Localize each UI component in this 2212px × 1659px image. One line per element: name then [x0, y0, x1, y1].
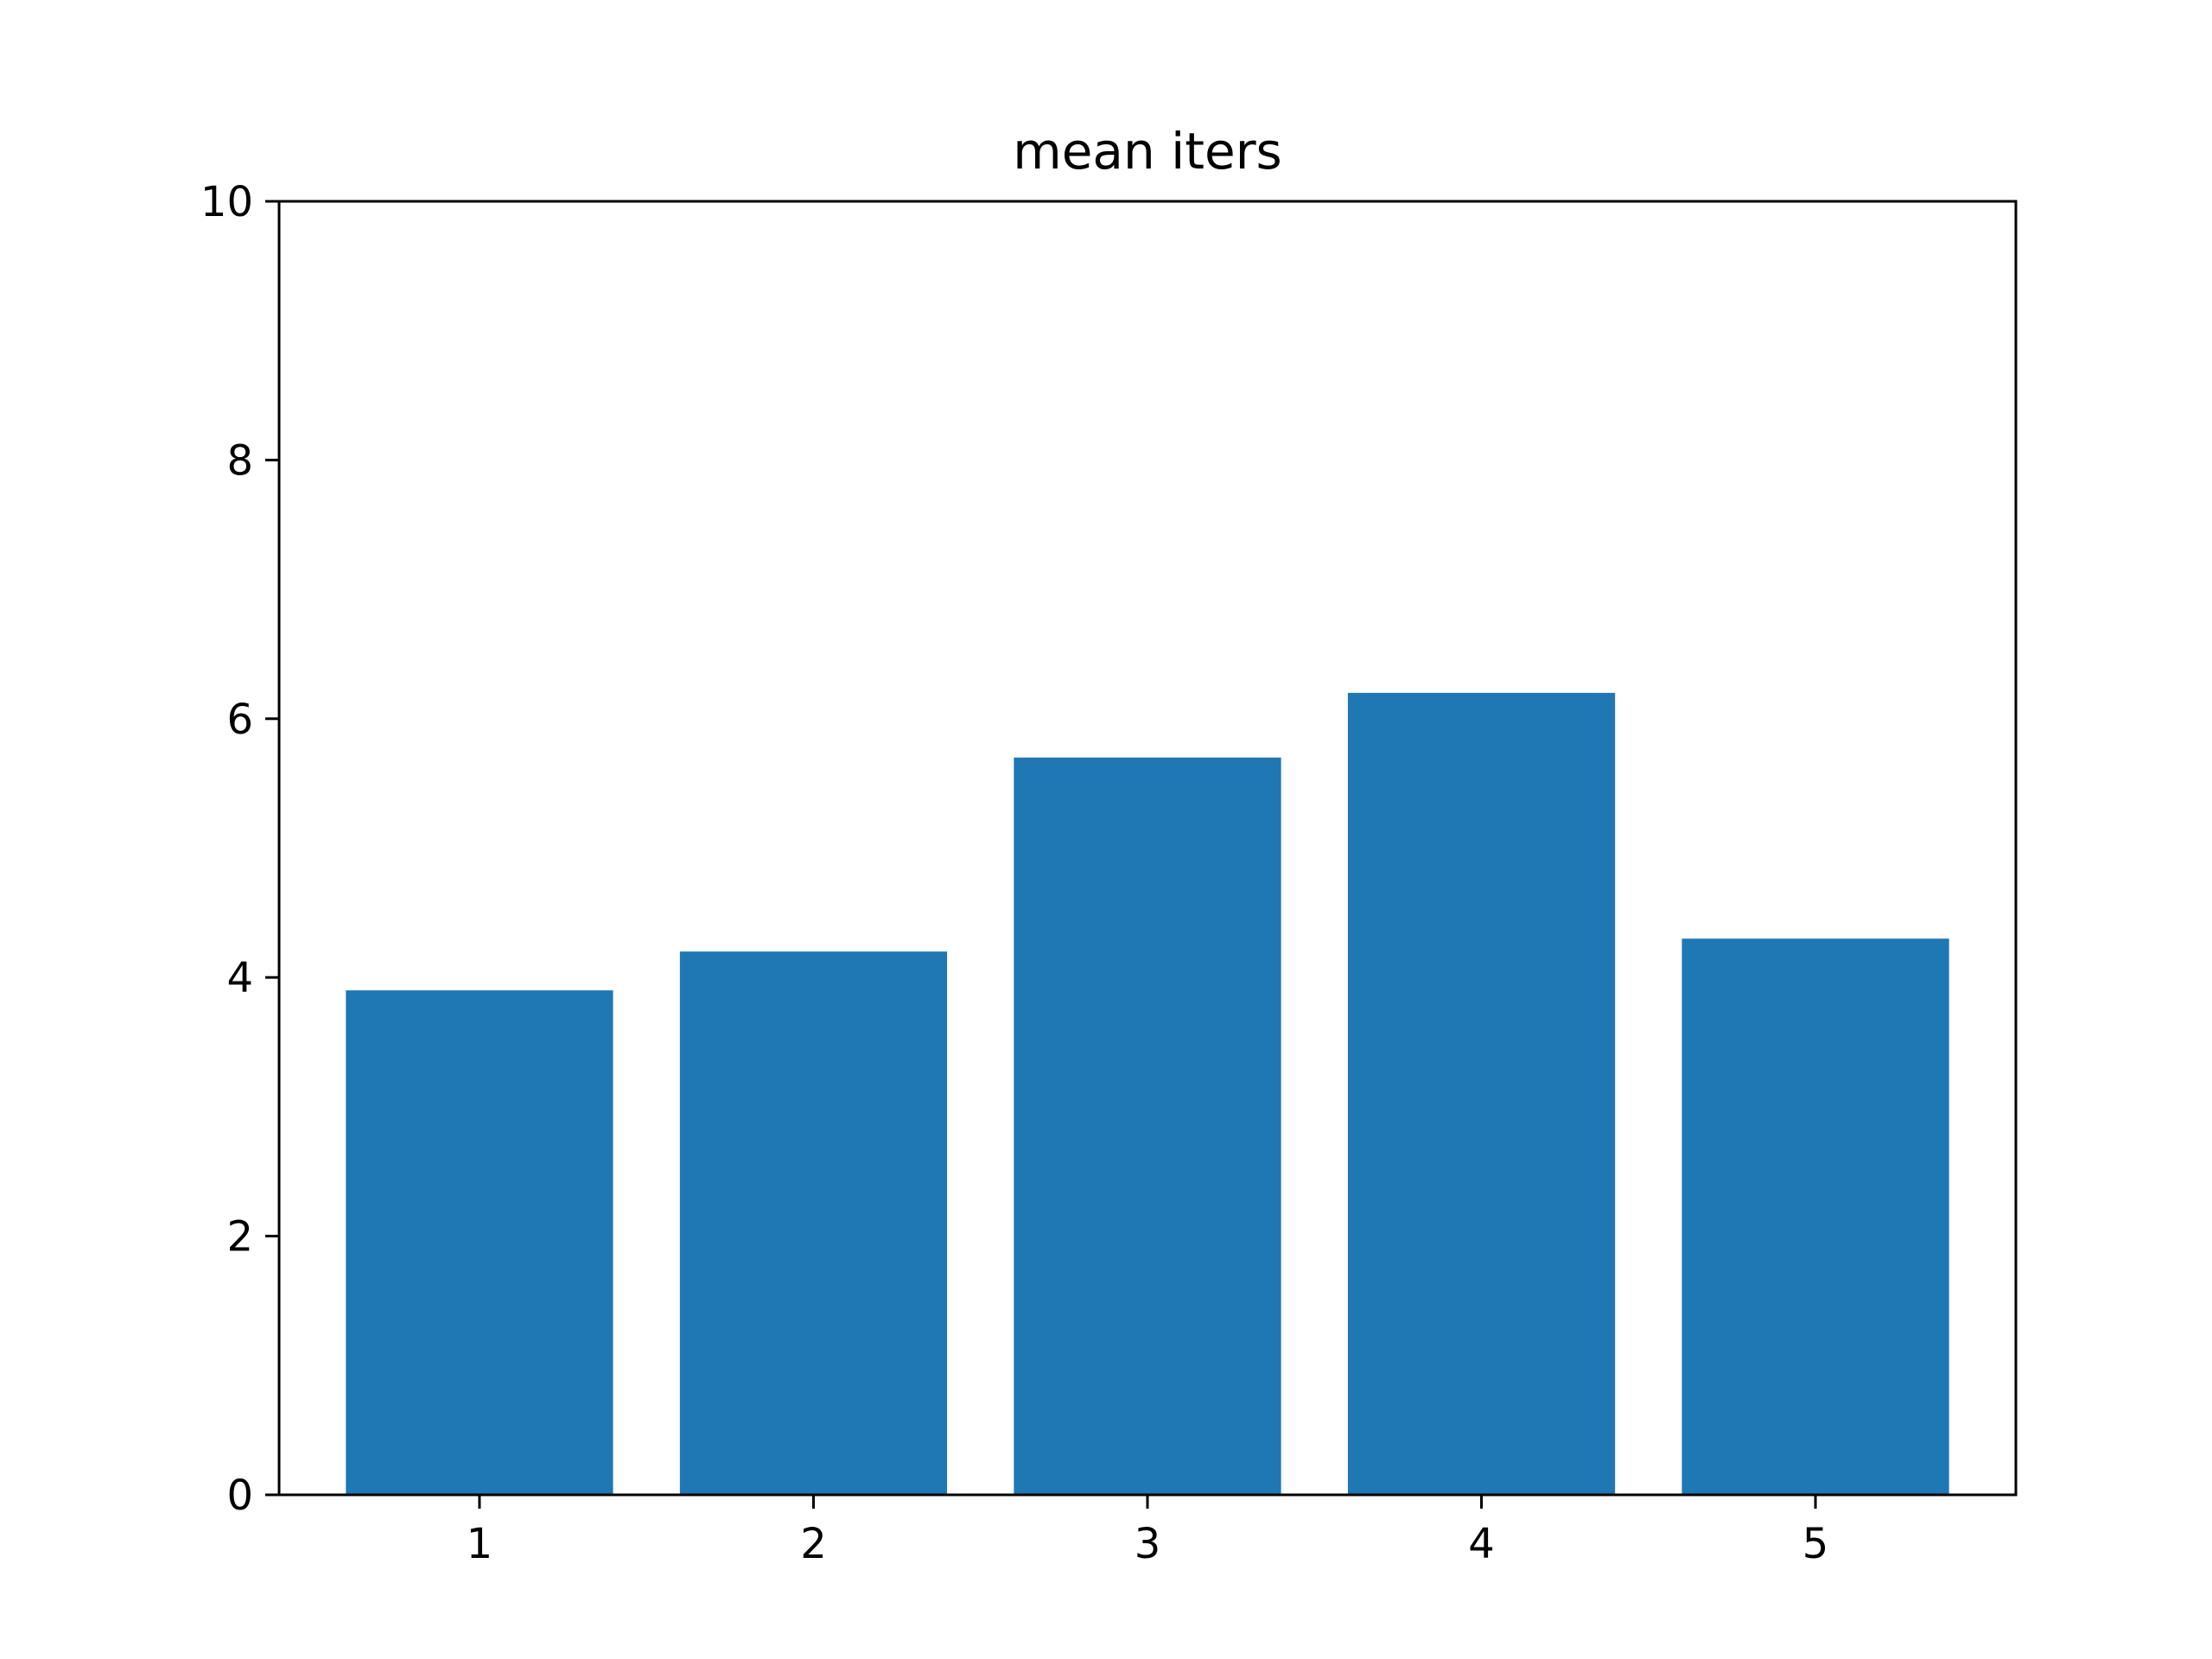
- bar-2: [679, 951, 948, 1495]
- plot-frame: [277, 200, 2018, 1497]
- x-tick-label: 2: [800, 1520, 827, 1568]
- bar-5: [1681, 938, 1949, 1495]
- y-tick-label: 6: [226, 696, 253, 744]
- x-tick-label: 4: [1468, 1520, 1495, 1568]
- y-tick-label: 8: [226, 436, 253, 485]
- bar-4: [1347, 692, 1616, 1495]
- x-tick-label: 3: [1135, 1520, 1161, 1568]
- bar-group: [346, 692, 1949, 1495]
- chart-title: mean iters: [1013, 122, 1282, 181]
- y-tick-label: 2: [226, 1213, 253, 1262]
- y-tick-label: 4: [226, 954, 253, 1002]
- y-tick-label: 0: [226, 1471, 253, 1520]
- bar-1: [346, 990, 613, 1495]
- x-tick-label: 5: [1802, 1520, 1829, 1568]
- y-tick-label: 10: [200, 178, 253, 226]
- x-tick-label: 1: [467, 1520, 493, 1568]
- bar-3: [1014, 757, 1281, 1495]
- tick-group: 1 2 3 4 5 0 2 4 6 8 10: [200, 178, 1828, 1568]
